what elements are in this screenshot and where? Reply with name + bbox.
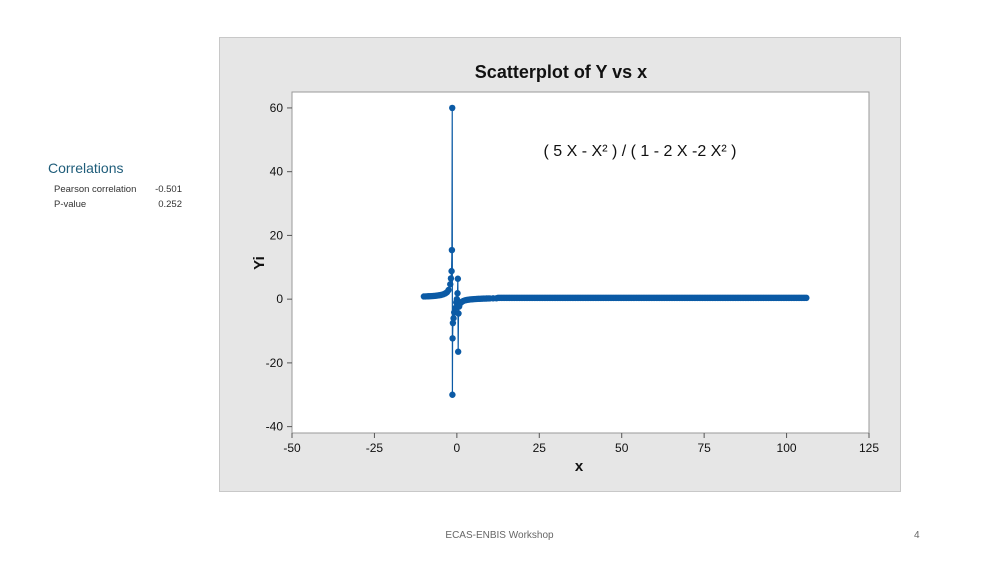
row-label: Pearson correlation	[54, 184, 137, 195]
x-tick-label: 125	[859, 441, 879, 455]
data-point	[803, 294, 810, 302]
chart-panel: Scatterplot of Y vs x -50 -25 0 25 50 75 100 12…	[219, 37, 901, 492]
data-point	[454, 275, 462, 282]
y-axis-label: Yi	[251, 256, 268, 270]
data-point	[449, 391, 456, 398]
data-point	[450, 315, 457, 322]
x-tick-label: 100	[777, 441, 797, 455]
row-label: P-value	[54, 199, 87, 210]
data-point	[447, 275, 455, 282]
x-tick-label: 75	[697, 441, 711, 455]
correlations-block: Correlations Pearson correlation -0.501 …	[48, 160, 182, 212]
x-tick-label: 50	[615, 441, 629, 455]
plot-area	[291, 91, 870, 434]
data-point	[448, 246, 456, 254]
x-tick-label: 0	[454, 441, 461, 455]
y-tick-label: -40	[266, 420, 284, 434]
x-axis-label: x	[575, 458, 584, 475]
row-value: -0.501	[155, 184, 182, 195]
y-tick-label: 20	[270, 228, 284, 242]
data-point	[445, 286, 452, 294]
chart-title: Scatterplot of Y vs x	[475, 62, 647, 82]
data-point	[454, 348, 462, 355]
y-tick-label: -20	[266, 356, 284, 370]
y-tick-label: 40	[270, 165, 284, 179]
y-tick-label: 0	[276, 292, 283, 306]
correlation-row: Pearson correlation -0.501	[48, 182, 182, 197]
x-tick-label: -50	[283, 441, 301, 455]
data-point	[448, 267, 455, 275]
data-point	[449, 335, 456, 342]
scatterplot: Scatterplot of Y vs x -50 -25 0 25 50 75 100 12…	[251, 62, 879, 475]
x-tick-label: 25	[533, 441, 547, 455]
data-point	[449, 104, 456, 112]
footer-text: ECAS-ENBIS Workshop	[445, 530, 554, 541]
data-point	[449, 319, 457, 327]
data-point	[455, 310, 462, 317]
data-point	[454, 290, 461, 297]
correlation-row: P-value 0.252	[48, 197, 182, 212]
page-number: 4	[914, 530, 920, 541]
row-value: 0.252	[158, 199, 182, 210]
y-tick-label: 60	[270, 101, 284, 115]
data-point	[447, 281, 454, 288]
x-tick-label: -25	[366, 441, 384, 455]
correlations-title: Correlations	[48, 160, 124, 176]
formula-annotation: ( 5 X - X² ) / ( 1 - 2 X -2 X² )	[544, 143, 737, 160]
